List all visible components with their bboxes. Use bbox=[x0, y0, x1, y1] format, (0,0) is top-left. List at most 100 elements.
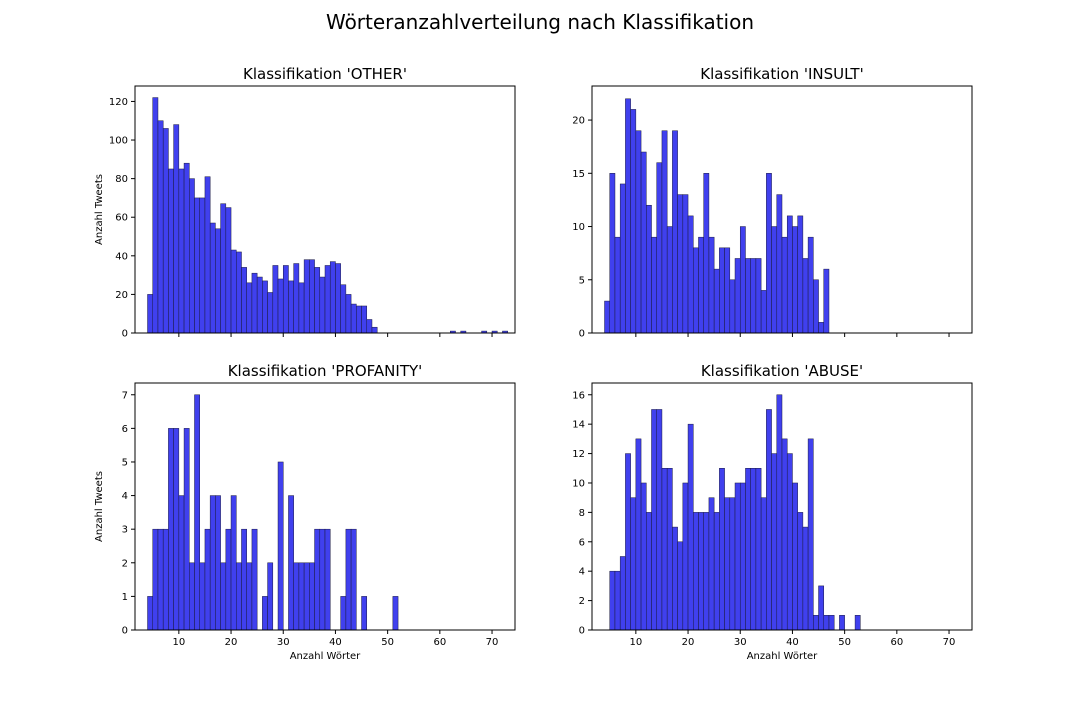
histogram-bar bbox=[771, 453, 778, 631]
histogram-bar bbox=[293, 263, 300, 334]
histogram-bar bbox=[303, 259, 310, 334]
histogram-bar bbox=[209, 222, 216, 334]
histogram-bar bbox=[666, 226, 673, 334]
y-axis-label: Anzahl Tweets bbox=[94, 174, 105, 245]
histogram-bar bbox=[739, 482, 746, 631]
histogram-bar bbox=[682, 482, 689, 631]
histogram-bar bbox=[220, 203, 227, 334]
y-tick-label: 10 bbox=[572, 222, 585, 233]
histogram-bar bbox=[204, 176, 211, 334]
histogram-bar bbox=[209, 495, 216, 631]
histogram-bar bbox=[729, 279, 736, 334]
histogram-bar bbox=[651, 409, 657, 631]
histogram-bar bbox=[625, 98, 631, 334]
histogram-bar bbox=[241, 267, 247, 334]
x-tick-label: 60 bbox=[890, 637, 903, 648]
histogram-bar bbox=[220, 562, 227, 631]
histogram-bar bbox=[661, 130, 668, 334]
histogram-bar bbox=[792, 482, 798, 631]
histogram-bar bbox=[324, 528, 331, 631]
histogram-bar bbox=[646, 512, 652, 631]
histogram-bar bbox=[298, 282, 305, 334]
histogram-bar bbox=[640, 151, 647, 334]
y-tick-label: 16 bbox=[572, 390, 585, 401]
histogram-bar bbox=[215, 495, 221, 631]
histogram-bar bbox=[698, 512, 704, 631]
x-tick-label: 30 bbox=[277, 637, 290, 648]
histogram-bar bbox=[204, 528, 211, 631]
histogram-bar bbox=[797, 215, 804, 334]
histogram-bar bbox=[282, 265, 289, 334]
subplot-2: 0 5 10 15 20 Klassifikation 'INSULT' bbox=[572, 65, 973, 340]
histogram-bar bbox=[199, 562, 206, 631]
subplot-title: Klassifikation 'ABUSE' bbox=[701, 362, 863, 380]
histogram-bar bbox=[293, 562, 300, 631]
histogram-bar bbox=[345, 294, 352, 334]
histogram-bar bbox=[241, 528, 247, 631]
histogram-bar bbox=[786, 215, 793, 334]
histogram-bar bbox=[225, 528, 232, 631]
y-tick-label: 20 bbox=[115, 290, 128, 301]
histogram-bar bbox=[189, 562, 195, 631]
x-tick-label: 10 bbox=[629, 637, 642, 648]
histogram-bar bbox=[854, 615, 861, 631]
histogram-bar bbox=[256, 276, 263, 334]
histogram-bar bbox=[215, 228, 221, 334]
y-axis-label: Anzahl Tweets bbox=[94, 471, 105, 542]
histogram-bar bbox=[272, 265, 279, 334]
histogram-bar bbox=[230, 249, 237, 334]
histogram-bar bbox=[147, 294, 153, 334]
histogram-bar bbox=[614, 570, 621, 631]
subplot-3: 10 20 30 40 50 60 70 0 1 2 3 4 5 6 7 Klassifikation 'PR… bbox=[94, 362, 516, 662]
histogram-bar bbox=[802, 526, 809, 631]
axes-frame bbox=[134, 382, 516, 631]
y-tick-label: 6 bbox=[579, 537, 585, 548]
y-tick-label: 10 bbox=[572, 478, 585, 489]
x-tick-label: 40 bbox=[786, 637, 799, 648]
histogram-bar bbox=[168, 168, 174, 334]
histogram-bar bbox=[682, 194, 689, 334]
histogram-bar bbox=[251, 528, 258, 631]
x-tick-label: 10 bbox=[172, 637, 185, 648]
y-tick-label: 7 bbox=[122, 390, 128, 401]
histogram-bar bbox=[813, 615, 819, 631]
histogram-bar bbox=[818, 585, 825, 631]
histogram-bar bbox=[651, 236, 657, 334]
histogram-bar bbox=[168, 428, 174, 631]
histogram-bar bbox=[619, 183, 626, 334]
histogram-bar bbox=[619, 556, 626, 631]
histogram-bar bbox=[178, 168, 185, 334]
y-tick-label: 5 bbox=[579, 275, 585, 286]
histogram-bar bbox=[609, 173, 616, 334]
histogram-bar bbox=[760, 290, 767, 334]
histogram-bar bbox=[672, 130, 678, 334]
histogram-bar bbox=[162, 128, 169, 334]
histogram-bar bbox=[267, 292, 274, 334]
histogram-bar bbox=[609, 570, 616, 631]
histogram-bar bbox=[267, 562, 274, 631]
histogram-bar bbox=[766, 409, 772, 631]
histogram-bar bbox=[361, 596, 368, 631]
histogram-bar bbox=[392, 596, 399, 631]
histogram-bar bbox=[340, 284, 347, 334]
histogram-bar bbox=[656, 162, 663, 334]
histogram-bar bbox=[345, 528, 352, 631]
y-tick-label: 120 bbox=[109, 97, 128, 108]
histogram-bar bbox=[157, 528, 164, 631]
y-tick-label: 12 bbox=[572, 449, 585, 460]
y-tick-label: 0 bbox=[579, 329, 585, 340]
histogram-bar bbox=[178, 495, 185, 631]
histogram-bar bbox=[672, 526, 678, 631]
histogram-bar bbox=[786, 453, 793, 631]
histogram-bar bbox=[713, 512, 720, 631]
histogram-bar bbox=[734, 258, 741, 334]
x-tick-label: 30 bbox=[734, 637, 747, 648]
histogram-bar bbox=[162, 528, 169, 631]
y-tick-label: 0 bbox=[122, 626, 128, 637]
x-tick-label: 20 bbox=[682, 637, 695, 648]
histogram-bar bbox=[350, 303, 357, 334]
histogram-bar bbox=[194, 197, 200, 334]
histogram-bar bbox=[189, 178, 195, 334]
